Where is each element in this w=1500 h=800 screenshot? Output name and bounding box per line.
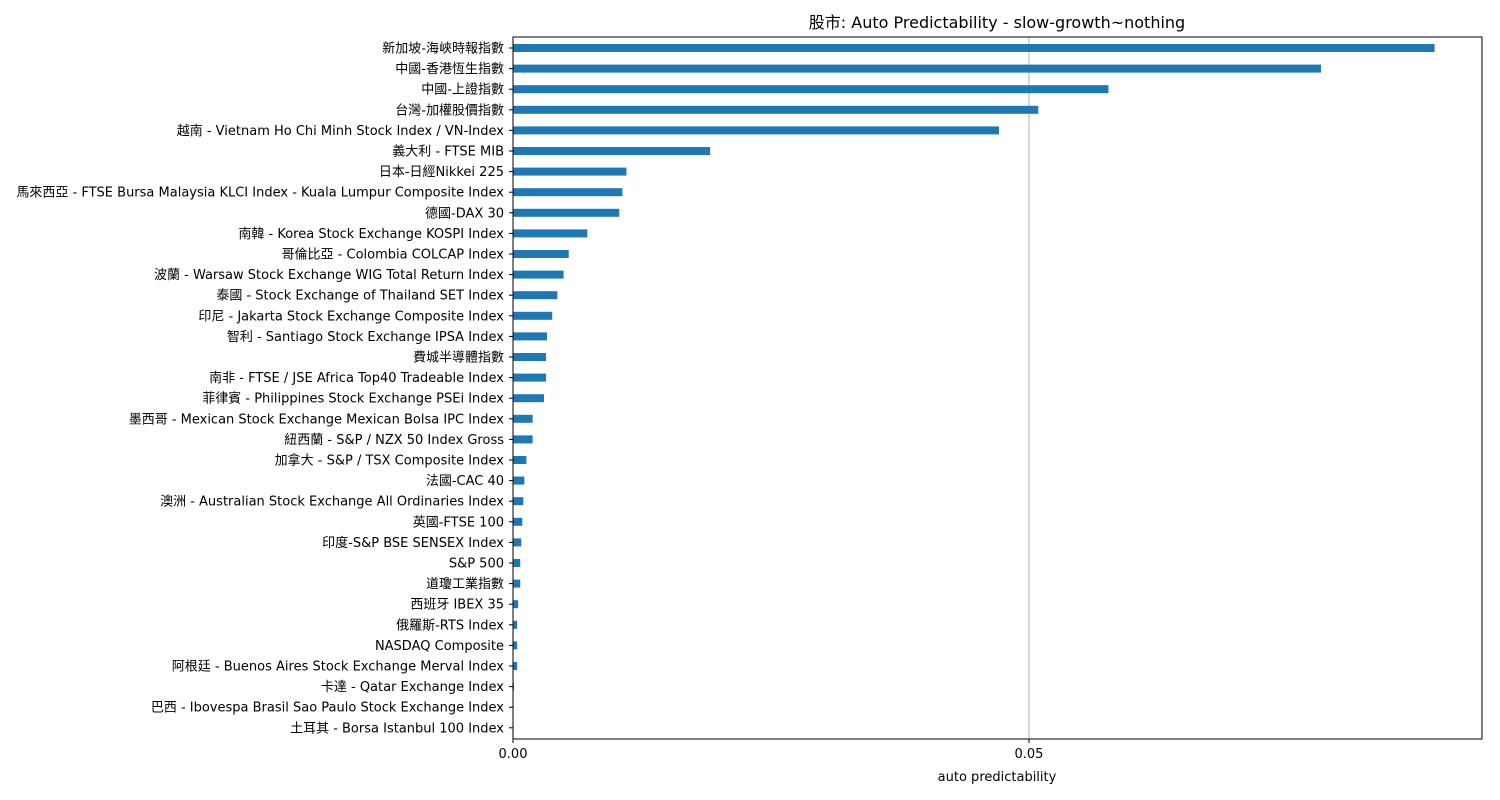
bar [513,579,521,588]
category-label: 中國-上證指數 [421,82,504,98]
category-label: NASDAQ Composite [375,639,504,654]
category-label: 德國-DAX 30 [425,206,504,221]
bar [513,311,553,320]
category-label: 墨西哥 - Mexican Stock Exchange Mexican Bol… [129,412,505,427]
bar [513,435,533,444]
category-label: 智利 - Santiago Stock Exchange IPSA Index [227,330,504,345]
x-tick-label: 0.00 [499,747,528,762]
bar [513,456,527,464]
bar [513,414,533,423]
bar [513,476,525,485]
bar [513,105,1039,114]
bar [513,44,1435,52]
bars-layer [513,44,1435,732]
plot-frame [512,36,1483,740]
bar [513,662,518,670]
category-label: 巴西 - Ibovespa Brasil Sao Paulo Stock Exc… [151,701,504,716]
category-label: 波蘭 - Warsaw Stock Exchange WIG Total Ret… [154,267,504,283]
bar [513,497,524,506]
category-label: 哥倫比亞 - Colombia COLCAP Index [282,248,505,263]
bar [513,600,519,609]
bar [513,620,518,629]
category-label: 英國-FTSE 100 [413,515,504,530]
category-label: 法國-CAC 40 [426,474,504,489]
category-label: 馬來西亞 - FTSE Bursa Malaysia KLCI Index - … [16,186,504,201]
category-label: 俄羅斯-RTS Index [396,618,504,633]
category-label: 澳洲 - Australian Stock Exchange All Ordin… [160,494,504,510]
category-label: 印尼 - Jakarta Stock Exchange Composite In… [198,309,504,324]
bar [513,64,1322,73]
category-label: 西班牙 IBEX 35 [410,598,504,613]
category-label: 泰國 - Stock Exchange of Thailand SET Inde… [216,289,504,304]
bar [513,270,564,279]
category-label: 卡達 - Qatar Exchange Index [321,680,504,695]
category-label: 土耳其 - Borsa Istanbul 100 Index [290,721,504,736]
chart-title: 股市: Auto Predictability - slow-growth~no… [809,13,1185,32]
bar [513,559,521,567]
bar [513,353,547,361]
x-axis-label: auto predictability [938,770,1057,785]
bar [513,641,518,650]
bar [513,85,1109,94]
category-label: 阿根廷 - Buenos Aires Stock Exchange Merval… [172,660,504,675]
category-label: 菲律賓 - Philippines Stock Exchange PSEi In… [202,391,504,407]
bar [513,291,558,300]
category-label: 中國-香港恆生指數 [395,62,504,77]
category-label: 台灣-加權股價指數 [395,103,504,118]
category-label: 日本-日經Nikkei 225 [379,165,504,180]
bar [513,250,569,258]
bar [513,332,548,341]
category-label: 越南 - Vietnam Ho Chi Minh Stock Index / V… [177,123,505,139]
bar [513,373,547,382]
category-label: 紐西蘭 - S&P / NZX 50 Index Gross [284,432,504,448]
bar [513,517,523,526]
category-label: 道瓊工業指數 [426,576,504,592]
category-label: 新加坡-海峽時報指數 [382,41,504,57]
bar [513,682,515,691]
bar [513,126,1000,135]
bar [513,208,620,217]
bar [513,394,544,403]
bar [513,229,588,238]
category-label: 印度-S&P BSE SENSEX Index [322,535,504,551]
category-label: 義大利 - FTSE MIB [392,144,504,160]
x-ticks: 0.00 0.05 [499,739,1043,762]
category-label: 加拿大 - S&P / TSX Composite Index [275,453,505,469]
bar [513,538,522,547]
x-tick-label: 0.05 [1014,747,1043,762]
bar [513,147,711,155]
category-label: 費城半導體指數 [413,351,504,366]
bar [513,188,623,197]
category-label: 南韓 - Korea Stock Exchange KOSPI Index [238,226,504,242]
bar [513,167,627,176]
category-label: 南非 - FTSE / JSE Africa Top40 Tradeable I… [209,370,504,386]
category-label: S&P 500 [449,557,504,572]
